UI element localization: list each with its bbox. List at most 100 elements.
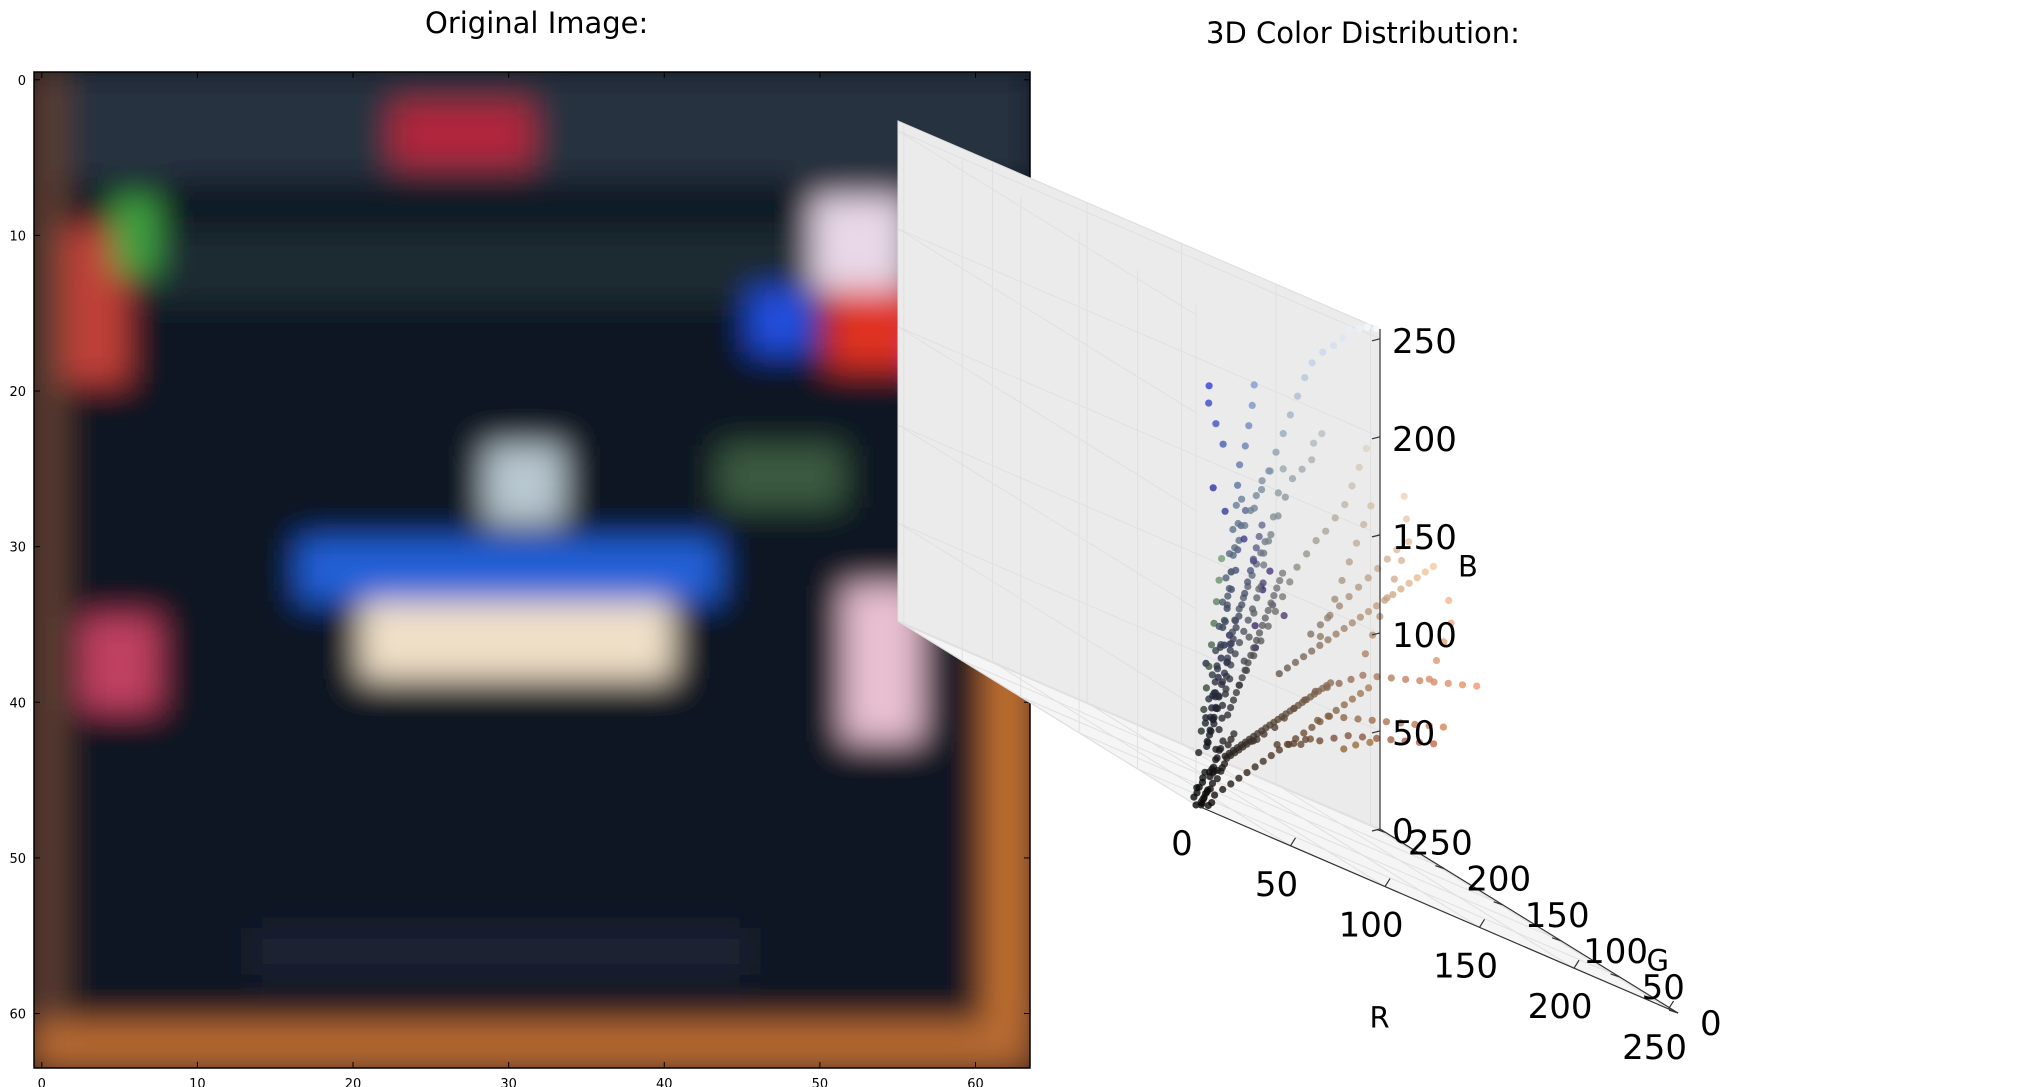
color-point xyxy=(1250,644,1258,652)
color-point xyxy=(1283,740,1292,748)
color-point xyxy=(1245,633,1253,641)
y-tick-label: 30 xyxy=(9,541,26,556)
g-tick-mark xyxy=(1493,901,1503,906)
color-point xyxy=(1215,726,1223,734)
color-point xyxy=(1226,646,1234,654)
color-point xyxy=(1205,382,1213,390)
color-point xyxy=(1402,515,1411,523)
color-point xyxy=(1219,785,1227,794)
color-point xyxy=(1244,659,1252,667)
color-point xyxy=(1341,501,1349,509)
color-point xyxy=(1363,323,1371,331)
color-point xyxy=(1308,647,1316,655)
color-point xyxy=(1303,550,1311,558)
r-tick-label: 200 xyxy=(1528,987,1593,1027)
color-point xyxy=(1227,704,1235,712)
color-point xyxy=(1258,621,1266,630)
color-point xyxy=(1300,653,1308,661)
color-point xyxy=(1355,583,1363,591)
color-point xyxy=(1322,527,1330,535)
color-point xyxy=(1245,422,1253,430)
color-point xyxy=(1276,577,1284,585)
color-point xyxy=(1241,521,1249,530)
color-point xyxy=(1211,791,1219,799)
color-point xyxy=(1212,647,1220,655)
color-point xyxy=(1251,622,1259,630)
color-point xyxy=(1260,549,1268,557)
grid-line-g xyxy=(1078,232,1562,942)
color-point xyxy=(1209,763,1218,771)
y-tick-label: 40 xyxy=(9,696,26,711)
color-point xyxy=(1241,506,1250,515)
r-tick-mark xyxy=(1384,878,1391,887)
color-point xyxy=(1429,562,1437,571)
color-point xyxy=(1250,609,1258,617)
color-point xyxy=(1207,641,1216,649)
grid-line-r xyxy=(992,161,1291,847)
image-region xyxy=(111,196,159,275)
color-point xyxy=(1270,592,1278,600)
color-point xyxy=(1235,612,1243,620)
color-point xyxy=(1265,467,1273,475)
color-point xyxy=(1213,665,1222,673)
color-point xyxy=(1210,619,1218,627)
r-axis-label: R xyxy=(1369,1000,1389,1034)
g-tick-mark xyxy=(1610,973,1620,978)
color-point xyxy=(1247,651,1255,659)
color-point xyxy=(1324,712,1332,720)
color-point xyxy=(1229,635,1237,643)
b-tick-label: 100 xyxy=(1392,616,1457,656)
image-region xyxy=(749,289,813,353)
color-point xyxy=(1201,719,1209,727)
color-point xyxy=(1340,701,1348,709)
color-point xyxy=(1232,689,1240,697)
x-tick-label: 50 xyxy=(812,1077,829,1087)
color-point xyxy=(1220,760,1229,768)
y-tick-label: 10 xyxy=(9,229,26,244)
g-tick-label: 250 xyxy=(1408,824,1473,864)
color-point xyxy=(1286,411,1294,419)
color-point xyxy=(1205,399,1213,407)
b-tick-mark xyxy=(1371,338,1381,342)
color-point xyxy=(1355,325,1363,333)
color-point xyxy=(1205,662,1213,671)
color-point xyxy=(1319,348,1327,356)
color-point xyxy=(1332,630,1340,638)
color-point xyxy=(1352,741,1360,749)
color-point xyxy=(1279,569,1287,577)
color-point xyxy=(1274,489,1282,497)
b-axis-label: B xyxy=(1458,549,1478,583)
b-tick-label: 50 xyxy=(1392,714,1435,754)
color-point xyxy=(1415,738,1423,747)
x-tick-label: 40 xyxy=(656,1077,673,1087)
color-point xyxy=(1273,584,1281,592)
color-point xyxy=(1190,793,1198,801)
color-point xyxy=(1215,622,1223,631)
color-point xyxy=(1307,630,1315,638)
color-point xyxy=(1225,550,1234,558)
color-point xyxy=(1286,578,1294,586)
color-point xyxy=(1258,477,1266,485)
image-title: Original Image: xyxy=(425,6,649,40)
color-point xyxy=(1251,763,1259,771)
color-point xyxy=(1255,532,1263,541)
color-point xyxy=(1281,493,1289,501)
image-region xyxy=(34,1021,1030,1068)
color-point xyxy=(1238,495,1246,503)
color-point xyxy=(1373,673,1381,681)
color-point xyxy=(1235,639,1244,647)
x-tick-label: 20 xyxy=(345,1077,362,1087)
color-point xyxy=(1345,558,1353,566)
g-tick-mark xyxy=(1376,829,1387,834)
color-point xyxy=(1387,736,1395,744)
color-point xyxy=(1389,591,1397,599)
color-point xyxy=(1229,696,1238,704)
color-point xyxy=(1234,481,1242,489)
color-point xyxy=(1331,595,1339,603)
color-point xyxy=(1331,514,1339,522)
color-point xyxy=(1405,538,1413,546)
color-point xyxy=(1301,374,1309,382)
r-tick-mark xyxy=(1290,837,1297,847)
color-point xyxy=(1327,679,1335,687)
color-point xyxy=(1308,359,1316,367)
